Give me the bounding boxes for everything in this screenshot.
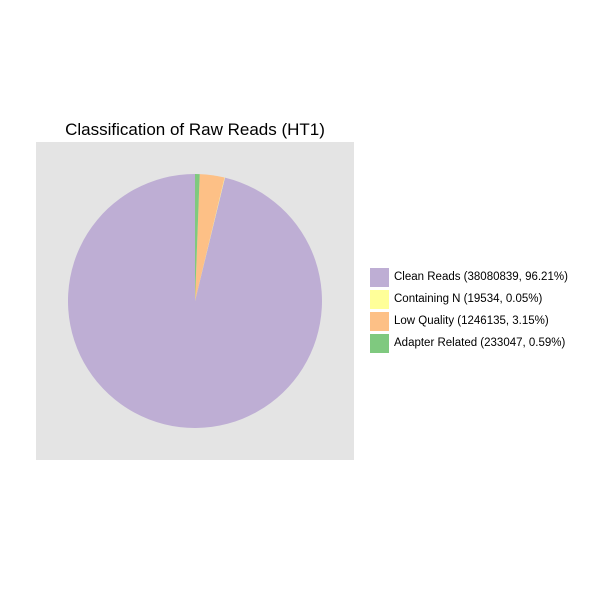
legend-label-containing-n: Containing N (19534, 0.05%) — [394, 293, 543, 305]
legend-key-low-quality — [370, 311, 389, 331]
chart-title: Classification of Raw Reads (HT1) — [65, 120, 325, 139]
legend-key-adapter-related — [370, 333, 389, 353]
legend-item-containing-n: Containing N (19534, 0.05%) — [370, 288, 568, 310]
legend-key-clean-reads — [370, 267, 389, 287]
legend-label-clean-reads: Clean Reads (38080839, 96.21%) — [394, 271, 568, 283]
legend-key-containing-n — [370, 289, 389, 309]
pie-slice-adapter-related — [195, 174, 200, 301]
legend-item-low-quality: Low Quality (1246135, 3.15%) — [370, 310, 568, 332]
legend-label-adapter-related: Adapter Related (233047, 0.59%) — [394, 337, 566, 349]
legend: Clean Reads (38080839, 96.21%) Containin… — [370, 266, 568, 354]
pie-slice-containing-n — [195, 177, 225, 301]
legend-label-low-quality: Low Quality (1246135, 3.15%) — [394, 315, 549, 327]
legend-item-adapter-related: Adapter Related (233047, 0.59%) — [370, 332, 568, 354]
pie-slice-clean-reads — [67, 174, 322, 428]
legend-item-clean-reads: Clean Reads (38080839, 96.21%) — [370, 266, 568, 288]
pie-chart — [67, 174, 322, 428]
plot-panel — [36, 142, 354, 460]
pie-slice-low-quality — [195, 174, 225, 301]
